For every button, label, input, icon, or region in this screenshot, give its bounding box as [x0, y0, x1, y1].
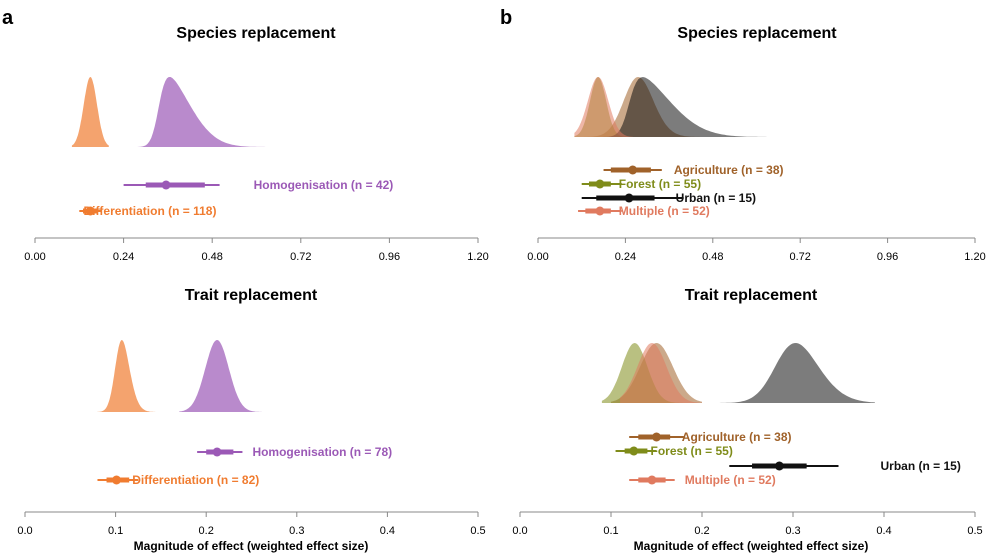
- point-estimate-differentiation: [85, 206, 95, 216]
- density-urban: [702, 343, 875, 403]
- x-axis-label: Magnitude of effect (weighted effect siz…: [134, 539, 369, 553]
- panel-label-b: b: [500, 7, 512, 29]
- series-label-multiple: Multiple (n = 52): [685, 473, 776, 487]
- chart-title: Species replacement: [677, 25, 837, 42]
- series-label-homogenisation: Homogenisation (n = 42): [254, 178, 394, 192]
- x-tick-label: 0.3: [785, 525, 800, 537]
- x-tick-label: 0.00: [24, 251, 45, 263]
- x-tick-label: 0.5: [470, 525, 485, 537]
- x-tick-label: 0.48: [201, 251, 222, 263]
- chart-title: Trait replacement: [185, 287, 318, 304]
- point-estimate-forest: [595, 179, 605, 189]
- chart-title: Trait replacement: [685, 287, 818, 304]
- x-tick-label: 0.5: [967, 525, 982, 537]
- x-axis-label: Magnitude of effect (weighted effect siz…: [634, 539, 869, 553]
- x-tick-label: 0.96: [877, 251, 898, 263]
- x-tick-label: 0.4: [380, 525, 395, 537]
- density-homogenisation: [179, 340, 266, 412]
- point-estimate-urban: [624, 193, 634, 203]
- panel-label-a: a: [2, 7, 14, 29]
- x-tick-label: 1.20: [964, 251, 985, 263]
- x-tick-label: 0.24: [615, 251, 636, 263]
- density-multiple: [620, 343, 702, 403]
- x-tick-label: 0.0: [512, 525, 527, 537]
- x-tick-label: 0.24: [113, 251, 134, 263]
- series-label-differentiation: Differentiation (n = 118): [83, 204, 216, 218]
- series-label-agriculture: Agriculture (n = 38): [682, 430, 792, 444]
- x-tick-label: 0.4: [876, 525, 891, 537]
- x-tick-label: 0.3: [289, 525, 304, 537]
- series-label-urban: Urban (n = 15): [881, 459, 961, 473]
- density-differentiation: [71, 77, 109, 147]
- density-multiple: [574, 77, 633, 137]
- point-estimate-multiple: [595, 206, 605, 216]
- series-label-homogenisation: Homogenisation (n = 78): [252, 445, 392, 459]
- series-label-urban: Urban (n = 15): [676, 191, 756, 205]
- series-label-agriculture: Agriculture (n = 38): [674, 163, 784, 177]
- point-estimate-agriculture: [628, 165, 638, 175]
- density-homogenisation: [108, 77, 268, 147]
- chart-title: Species replacement: [176, 25, 336, 42]
- x-tick-label: 0.1: [603, 525, 618, 537]
- density-urban: [581, 77, 786, 137]
- x-tick-label: 0.2: [199, 525, 214, 537]
- point-estimate-differentiation: [112, 475, 122, 485]
- density-differentiation: [93, 340, 161, 412]
- x-tick-label: 0.1: [108, 525, 123, 537]
- x-tick-label: 0.48: [702, 251, 723, 263]
- x-tick-label: 0.0: [17, 525, 32, 537]
- x-tick-label: 0.2: [694, 525, 709, 537]
- series-label-multiple: Multiple (n = 52): [619, 204, 710, 218]
- x-tick-label: 0.96: [379, 251, 400, 263]
- x-tick-label: 0.72: [290, 251, 311, 263]
- point-estimate-multiple: [647, 475, 657, 485]
- point-estimate-urban: [774, 461, 784, 471]
- point-estimate-homogenisation: [212, 447, 222, 457]
- point-estimate-homogenisation: [161, 180, 171, 190]
- point-estimate-agriculture: [652, 432, 661, 442]
- x-tick-label: 0.72: [789, 251, 810, 263]
- point-estimate-forest: [629, 446, 639, 456]
- series-label-forest: Forest (n = 55): [651, 444, 733, 458]
- x-tick-label: 0.00: [527, 251, 548, 263]
- series-label-differentiation: Differentiation (n = 82): [132, 473, 259, 487]
- series-label-forest: Forest (n = 55): [619, 177, 701, 191]
- x-tick-label: 1.20: [467, 251, 488, 263]
